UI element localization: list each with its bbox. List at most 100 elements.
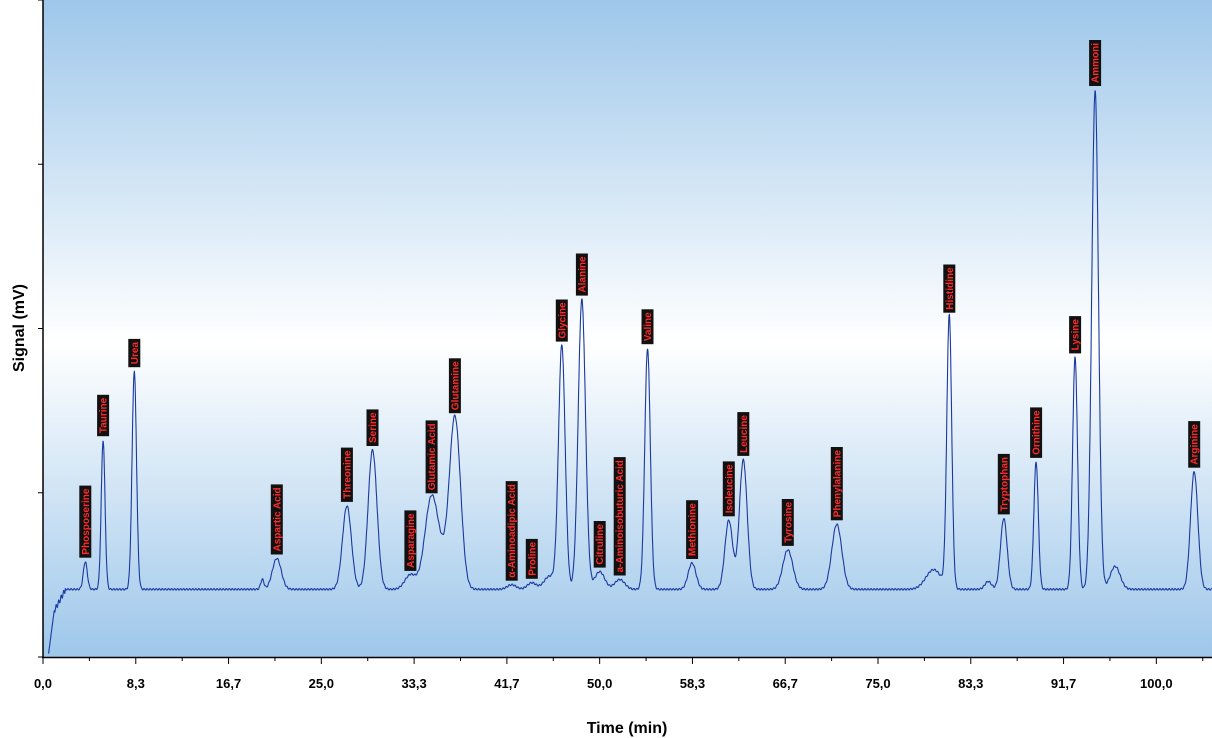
x-axis-tick-labels: 0,0 8,3 16,7 25,0 33,3 41,7 50,0 58,3 66,7 75,0 83…	[34, 676, 1173, 691]
peak-label-box	[641, 309, 654, 345]
peak-label-box	[781, 499, 794, 546]
peak-label-box	[575, 253, 588, 296]
svg-text:Valine: Valine	[643, 312, 654, 341]
peak-label: Leucine	[737, 412, 750, 456]
peak-label: Aspartic Acid	[270, 484, 283, 555]
svg-text:Glutamine: Glutamine	[450, 361, 461, 410]
peak-label: Alanine	[575, 253, 588, 296]
peak-label-box	[1089, 40, 1102, 86]
peak-label: Arginine	[1188, 421, 1201, 468]
x-tick-label: 16,7	[216, 676, 241, 691]
svg-text:Lysine: Lysine	[1071, 319, 1082, 351]
peak-label: Phenylalanine	[830, 446, 843, 521]
peak-label: Lysine	[1069, 316, 1082, 354]
svg-text:α-Aminoadipic Acid: α-Aminoadipic Acid	[507, 484, 518, 578]
x-tick-label: 0,0	[34, 676, 52, 691]
peak-label: Glycine	[555, 299, 568, 342]
x-tick-label: 83,3	[958, 676, 983, 691]
x-tick-label: 8,3	[127, 676, 145, 691]
peak-label-box	[613, 457, 626, 576]
x-tick-label: 66,7	[773, 676, 798, 691]
plot-background	[43, 0, 1212, 657]
peak-label: Urea	[128, 338, 141, 368]
svg-text:Citruline: Citruline	[595, 524, 606, 565]
svg-text:Isoleucine: Isoleucine	[724, 464, 735, 513]
svg-text:Arginine: Arginine	[1190, 424, 1201, 465]
x-axis-title: Time (min)	[587, 720, 668, 737]
svg-text:Proline: Proline	[527, 541, 538, 575]
peak-label-box	[366, 409, 379, 446]
peak-label: a-Aminoisobuturic Acid	[613, 457, 626, 576]
peak-label-box	[340, 447, 353, 502]
svg-text:Tryptophan: Tryptophan	[999, 457, 1010, 511]
svg-text:Phenylalanine: Phenylalanine	[832, 450, 843, 518]
peak-label-box	[425, 420, 438, 494]
peak-label-box	[1030, 407, 1043, 458]
peak-label: Glutamine	[448, 358, 461, 414]
peak-label-box	[97, 394, 110, 437]
peak-label-box	[525, 538, 538, 579]
peak-label-box	[555, 299, 568, 342]
svg-text:Leucine: Leucine	[739, 415, 750, 453]
peak-label: α-Aminoadipic Acid	[505, 481, 518, 581]
peak-label: Glutamic Acid	[425, 420, 438, 494]
peak-label: Valine	[641, 309, 654, 345]
svg-text:Urea: Urea	[130, 342, 141, 365]
peak-label: Taurine	[97, 394, 110, 437]
x-tick-label: 91,7	[1051, 676, 1076, 691]
peak-label-box	[1188, 421, 1201, 468]
chromatogram-trace	[48, 90, 1212, 654]
peak-label: Serine	[366, 409, 379, 446]
x-tick-label: 25,0	[309, 676, 334, 691]
svg-text:Taurine: Taurine	[99, 397, 110, 433]
x-tick-label: 100,0	[1140, 676, 1173, 691]
peak-label-box	[593, 520, 606, 568]
peak-label-box	[505, 481, 518, 581]
svg-text:Glycine: Glycine	[557, 302, 568, 339]
peak-label: Tyrosine	[781, 499, 794, 546]
peak-label-box	[737, 412, 750, 456]
peak-label-box	[943, 264, 956, 313]
x-tick-label: 75,0	[865, 676, 890, 691]
peak-label: Asparagine	[404, 510, 417, 571]
svg-text:Ornithine: Ornithine	[1032, 410, 1043, 455]
peak-label: Histidine	[943, 264, 956, 313]
peak-label: Tryptophan	[997, 453, 1010, 515]
x-tick-label: 41,7	[494, 676, 519, 691]
svg-text:Asparagine: Asparagine	[406, 513, 417, 568]
peak-label-box	[830, 446, 843, 521]
peak-label: Proline	[525, 538, 538, 579]
peak-label-box	[997, 453, 1010, 515]
svg-text:Threonine: Threonine	[342, 450, 353, 499]
svg-text:Serine: Serine	[368, 412, 379, 443]
svg-text:a-Aminoisobuturic Acid: a-Aminoisobuturic Acid	[615, 460, 626, 572]
svg-text:Histidine: Histidine	[945, 267, 956, 310]
peak-labels: Phosposerine Taurine Urea Aspartic Acid Thre…	[79, 40, 1201, 581]
peak-label-box	[448, 358, 461, 414]
peak-label: Citruline	[593, 520, 606, 568]
y-axis-title: Signal (mV)	[11, 284, 28, 372]
peak-label-box	[79, 485, 92, 558]
svg-text:Glutamic Acid: Glutamic Acid	[427, 423, 438, 490]
peak-label: Ornithine	[1030, 407, 1043, 458]
peak-label-box	[404, 510, 417, 571]
x-tick-label: 33,3	[401, 676, 426, 691]
svg-text:Methionine: Methionine	[688, 503, 699, 556]
peak-label-box	[270, 484, 283, 555]
svg-text:Aspartic Acid: Aspartic Acid	[272, 487, 283, 551]
svg-text:Alanine: Alanine	[577, 256, 588, 293]
peak-label: Methionine	[686, 500, 699, 559]
peak-label: Isoleucine	[722, 461, 735, 517]
peak-label-box	[1069, 316, 1082, 354]
svg-text:Ammoni: Ammoni	[1091, 43, 1102, 83]
peak-label-box	[722, 461, 735, 517]
peak-label-box	[128, 338, 141, 368]
peak-label: Ammoni	[1089, 40, 1102, 86]
peak-label-box	[686, 500, 699, 559]
x-tick-label: 50,0	[587, 676, 612, 691]
peak-label: Phosposerine	[79, 485, 92, 558]
svg-text:Tyrosine: Tyrosine	[783, 502, 794, 543]
x-axis-ticks	[42, 657, 1204, 664]
x-tick-label: 58,3	[680, 676, 705, 691]
